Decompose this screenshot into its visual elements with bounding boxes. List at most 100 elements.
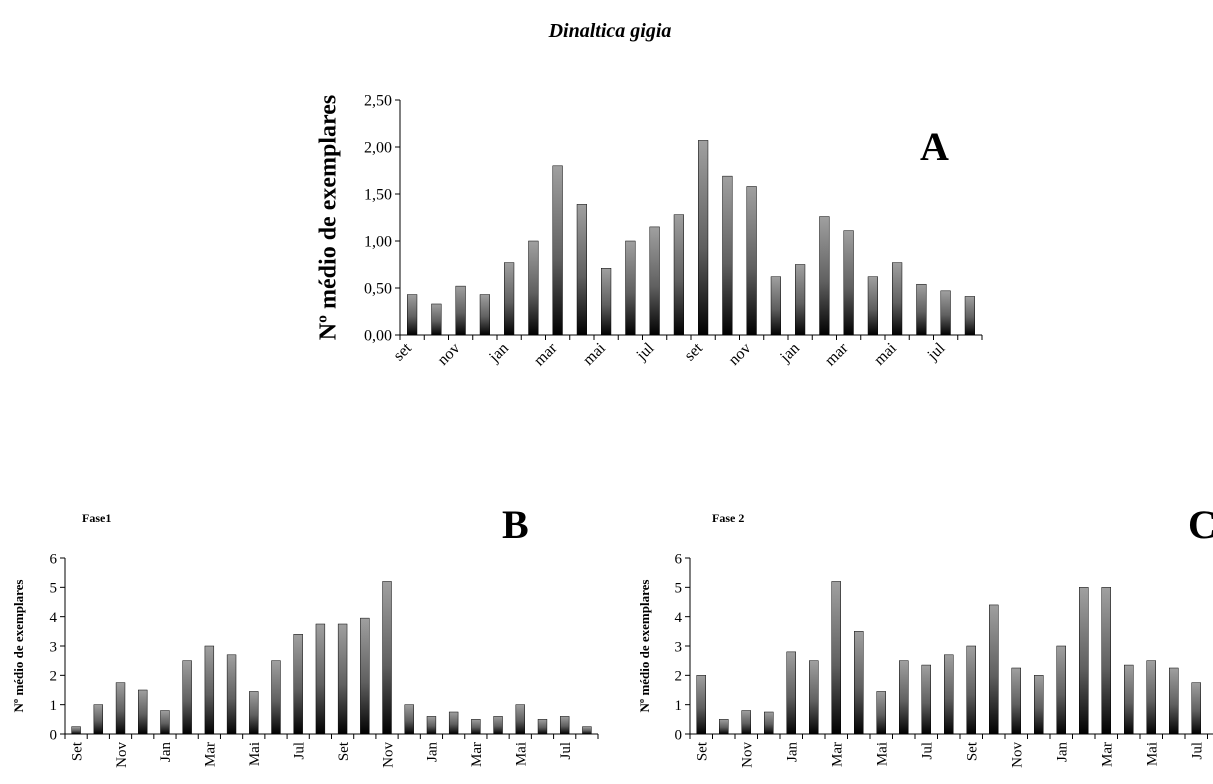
bar [160,710,170,735]
y-tick-label: 0,00 [364,328,392,345]
bar [940,290,951,336]
bar [582,726,592,735]
y-tick-label: 0 [675,727,683,743]
bar [722,175,733,336]
x-tick-label: Jul [920,742,936,760]
x-tick-label: Mai [247,742,263,766]
x-tick-label: Mar [830,742,846,767]
bar [764,711,774,735]
x-tick-label: mar [531,339,561,369]
y-tick-label: 4 [675,610,683,626]
bar [1191,682,1201,735]
bar [673,214,684,336]
x-tick-label: mai [871,339,900,368]
bar [831,581,841,735]
bar [138,689,148,735]
bar [944,654,954,735]
x-tick-label: nov [725,340,754,369]
x-tick-label: set [681,339,706,364]
bar [921,664,931,735]
bar [649,226,660,336]
bar [382,581,392,735]
bar [819,216,830,336]
bar [407,294,418,336]
x-tick-label: Jul [558,742,574,760]
bar [892,262,903,336]
bar [204,645,215,735]
x-tick-label: Mai [514,742,530,766]
y-axis-label: Nº médio de exemplares [316,95,342,340]
x-tick-label: Jan [158,742,174,762]
bar [337,623,348,735]
bar [471,719,481,735]
y-axis-label: Nº médio de exemplares [11,580,26,713]
x-tick-label: mar [822,339,852,369]
x-tick-label: jan [485,340,512,367]
bar [867,276,878,336]
bar [93,704,104,735]
bar [431,303,442,336]
x-tick-label: Mai [875,742,891,766]
y-tick-label: 6 [675,551,683,567]
bar [1124,664,1134,735]
bar [625,240,636,336]
bar [479,294,490,336]
bar [698,140,709,336]
bar [1101,587,1111,735]
y-tick-label: 2 [50,669,58,685]
x-tick-label: Mai [1145,742,1161,766]
panel-letter: B [502,502,529,547]
x-tick-label: Mar [469,742,485,767]
bar [552,165,563,336]
x-tick-label: Nov [114,742,130,768]
x-tick-label: Jan [785,742,801,762]
bar [696,675,706,735]
bar [528,240,539,336]
y-axis-label: Nº médio de exemplares [637,580,652,713]
figure-title: Dinaltica gigia [548,20,672,42]
y-tick-label: 0,50 [364,281,392,298]
x-tick-label: jul [924,339,949,364]
bar [293,634,303,735]
bar [515,704,525,735]
bar [504,262,515,336]
bar [455,285,466,336]
bar [71,726,81,735]
bar [809,660,819,735]
y-tick-label: 1 [675,698,683,714]
y-tick-label: 0 [50,727,58,743]
y-tick-label: 1 [50,698,58,714]
x-tick-label: nov [434,340,463,369]
y-tick-label: 5 [675,581,683,597]
x-tick-label: jan [776,340,803,367]
bar [746,186,757,336]
bar [601,268,612,336]
bar [404,704,414,735]
x-tick-label: Mar [203,742,219,767]
x-tick-label: Jan [1055,742,1071,762]
bar [426,716,437,735]
x-tick-label: mai [580,339,609,368]
bar [770,276,781,336]
bar [1169,667,1179,735]
bar [182,660,192,735]
bar [964,296,975,336]
chart-title: Fase 2 [712,511,744,525]
x-tick-label: set [390,339,415,364]
y-tick-label: 2,50 [364,93,392,110]
x-tick-label: jul [633,339,658,364]
bar [559,716,570,735]
bar [719,719,729,735]
y-tick-label: 1,00 [364,234,392,251]
y-tick-label: 4 [50,610,58,626]
bar [899,660,909,735]
bar [1056,645,1066,735]
x-tick-label: Set [336,741,352,761]
x-tick-label: Nov [740,742,756,768]
bar [1034,675,1044,735]
x-tick-label: Nov [1010,742,1026,768]
x-tick-label: Mar [1100,742,1116,767]
bar [493,716,503,735]
bar [786,651,796,735]
